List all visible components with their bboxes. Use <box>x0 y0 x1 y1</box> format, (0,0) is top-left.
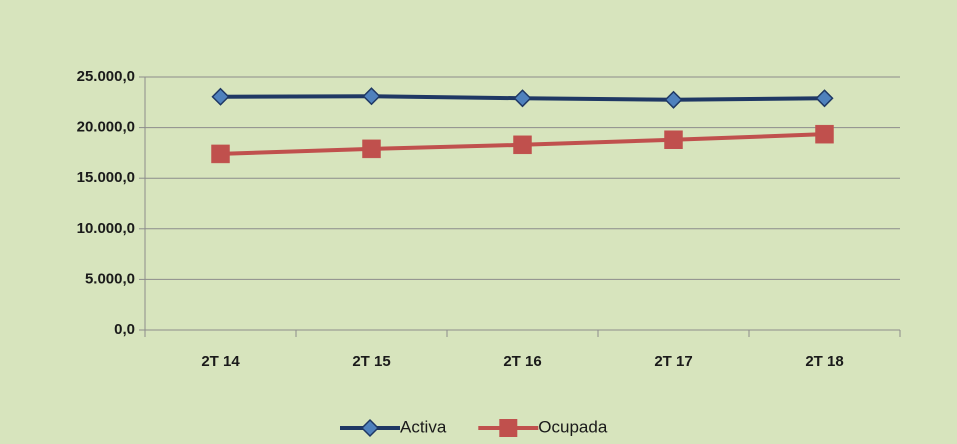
x-tick-label: 2T 14 <box>201 353 240 370</box>
legend-marker <box>499 419 518 437</box>
y-tick-label: 5.000,0 <box>85 270 135 287</box>
marker <box>362 139 381 159</box>
x-tick-label: 2T 17 <box>654 353 692 370</box>
x-tick-label: 2T 16 <box>503 353 541 370</box>
marker <box>664 90 683 109</box>
y-tick-label: 15.000,0 <box>77 169 135 186</box>
marker <box>513 89 532 108</box>
y-tick-label: 20.000,0 <box>77 119 135 136</box>
y-tick-label: 0,0 <box>114 321 135 338</box>
marker <box>211 144 230 164</box>
marker <box>815 124 834 144</box>
x-tick-label: 2T 15 <box>352 353 390 370</box>
y-tick-label: 25.000,0 <box>77 68 135 85</box>
marker <box>211 87 230 106</box>
marker <box>815 89 834 108</box>
marker <box>513 135 532 155</box>
marker <box>362 87 381 106</box>
marker <box>664 130 683 149</box>
x-tick-label: 2T 18 <box>805 353 843 370</box>
y-tick-label: 10.000,0 <box>77 220 135 237</box>
legend-label: Activa <box>400 417 447 436</box>
legend-label: Ocupada <box>538 417 608 436</box>
legend-marker <box>360 418 380 438</box>
